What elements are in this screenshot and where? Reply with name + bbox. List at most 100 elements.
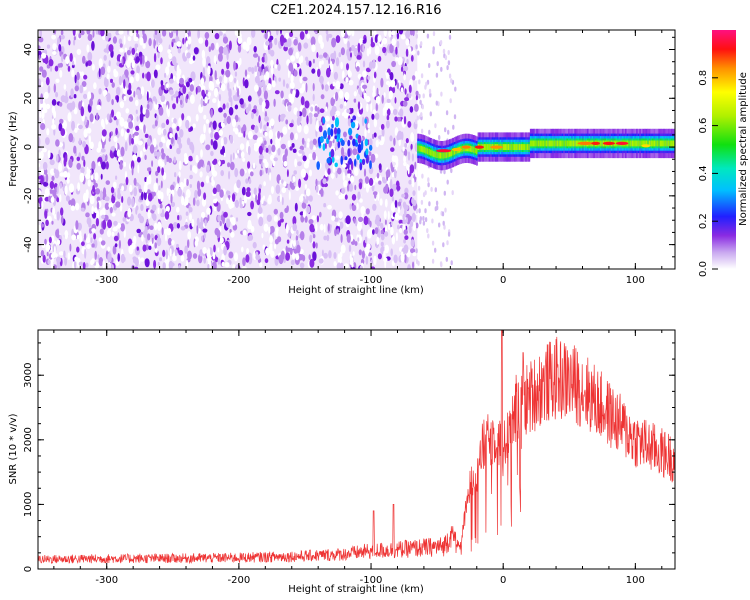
spectrogram-cell — [67, 65, 71, 72]
spectrogram-cell — [265, 71, 270, 80]
spectrogram-cell — [88, 135, 91, 145]
spectrogram-cell — [327, 134, 331, 140]
spectrogram-cell — [528, 144, 531, 150]
spectrogram-cell — [348, 244, 352, 252]
spectrogram-cell — [214, 256, 219, 263]
spectrogram-cell — [487, 144, 489, 150]
spectrogram-cell — [357, 134, 362, 144]
spectrogram-cell — [356, 66, 360, 72]
spectrogram-cell — [161, 209, 165, 215]
spectrogram-cell — [415, 248, 418, 254]
spectrogram-cell — [61, 54, 64, 63]
colorbar: 0.00.20.40.60.8 Normalized spectral ampl… — [698, 30, 749, 277]
spectrogram-cell — [197, 30, 200, 39]
spectrogram-cell — [76, 71, 80, 81]
spectrogram-cell — [356, 55, 362, 60]
spectrogram-cell — [349, 203, 352, 210]
spectrogram-cell — [214, 131, 220, 141]
spectrogram-cell — [200, 217, 203, 226]
spectrogram-cell — [177, 187, 183, 197]
spectrogram-cell — [485, 144, 488, 150]
spectrogram-cell — [234, 83, 237, 92]
spectrogram-cell — [179, 129, 184, 138]
spectrogram-cell — [225, 69, 231, 78]
spectrogram-cell — [326, 157, 331, 164]
spectrogram-cell — [183, 155, 189, 165]
spectrogram-cell — [293, 69, 298, 77]
spectrogram-cell — [328, 250, 332, 259]
spectrogram-cell — [163, 128, 167, 136]
spectrogram-cell — [154, 120, 158, 127]
spectrogram-cell — [451, 190, 454, 196]
spectrogram-cell — [58, 251, 64, 256]
spectrogram-cell — [336, 228, 340, 235]
spectrogram-cell — [162, 249, 166, 257]
spectrogram-cell — [347, 40, 350, 50]
spectrogram-cell — [269, 41, 273, 49]
spectrogram-cell — [373, 132, 377, 138]
spectrogram-cell — [185, 119, 190, 129]
spectrogram-cell — [47, 259, 51, 265]
spectrogram-cell — [407, 151, 411, 161]
spectrogram-cell — [615, 141, 629, 145]
spectrogram-cell — [258, 145, 263, 155]
spectrogram-cell — [411, 153, 414, 162]
spectrogram-cell — [86, 44, 90, 53]
spectrogram-cell — [446, 179, 449, 185]
spectrogram-cell — [296, 110, 300, 118]
spectrogram-cell — [113, 70, 119, 78]
spectrogram-cell — [130, 160, 135, 170]
spectrogram-cell — [420, 128, 424, 134]
spectrogram-cell — [351, 262, 354, 268]
spectrogram-cell — [391, 30, 396, 36]
spectrogram-cell — [132, 145, 138, 154]
spectrogram-cell — [223, 245, 228, 256]
spectrogram-cell — [334, 135, 338, 140]
spectrogram-cell — [87, 91, 92, 101]
spectrogram-cell — [365, 148, 369, 156]
spectrogram-cell — [106, 44, 110, 54]
spectrogram-cell — [144, 154, 147, 160]
spectrogram-cell — [157, 127, 162, 136]
spectrogram-cell — [73, 145, 77, 154]
spectrogram-cell — [73, 36, 76, 41]
spectrogram-cell — [293, 170, 298, 175]
spectrogram-cell — [38, 224, 42, 234]
spectrogram-cell — [217, 214, 222, 222]
spectrogram-cell — [119, 163, 123, 170]
spectrogram-cell — [102, 122, 105, 130]
spectrogram-cell — [148, 245, 152, 250]
spectrogram-cell — [62, 120, 67, 130]
spectrogram-cell — [40, 169, 45, 175]
spectrogram-cell — [284, 148, 288, 158]
spectrogram-cell — [270, 138, 273, 145]
spectrogram-cell — [141, 191, 144, 201]
spectrogram-cell — [234, 71, 238, 77]
spectrogram-cell — [254, 84, 259, 92]
spectrogram-cell — [135, 207, 138, 215]
spectrogram-cell — [147, 209, 151, 219]
spectrogram-cell — [293, 180, 296, 187]
spectrogram-cell — [188, 77, 193, 83]
spectrogram-cell — [442, 152, 445, 159]
spectrogram-cell — [639, 140, 642, 147]
spectrogram-cell — [175, 30, 179, 37]
spectrogram-cell — [62, 171, 69, 178]
spectrogram-cell — [270, 49, 275, 57]
spectrogram-cell — [38, 45, 41, 50]
spectrogram-cell — [99, 30, 105, 37]
spectrogram-cell — [394, 116, 398, 122]
spectrogram-cell — [252, 241, 257, 249]
spectrogram-cell — [435, 100, 438, 106]
spectrogram-cell — [176, 223, 180, 229]
spectrogram-cell — [453, 114, 457, 120]
spectrogram-cell — [170, 136, 174, 145]
spectrogram-cell — [414, 169, 418, 178]
spectrogram-cell — [305, 56, 309, 62]
spectrogram-cell — [426, 33, 430, 39]
spectrogram-cell — [321, 60, 324, 65]
spectrogram-cell — [200, 149, 203, 158]
spectrogram-cell — [545, 140, 548, 147]
spectrogram-cell — [351, 108, 354, 114]
spectrogram-cell — [318, 34, 323, 45]
